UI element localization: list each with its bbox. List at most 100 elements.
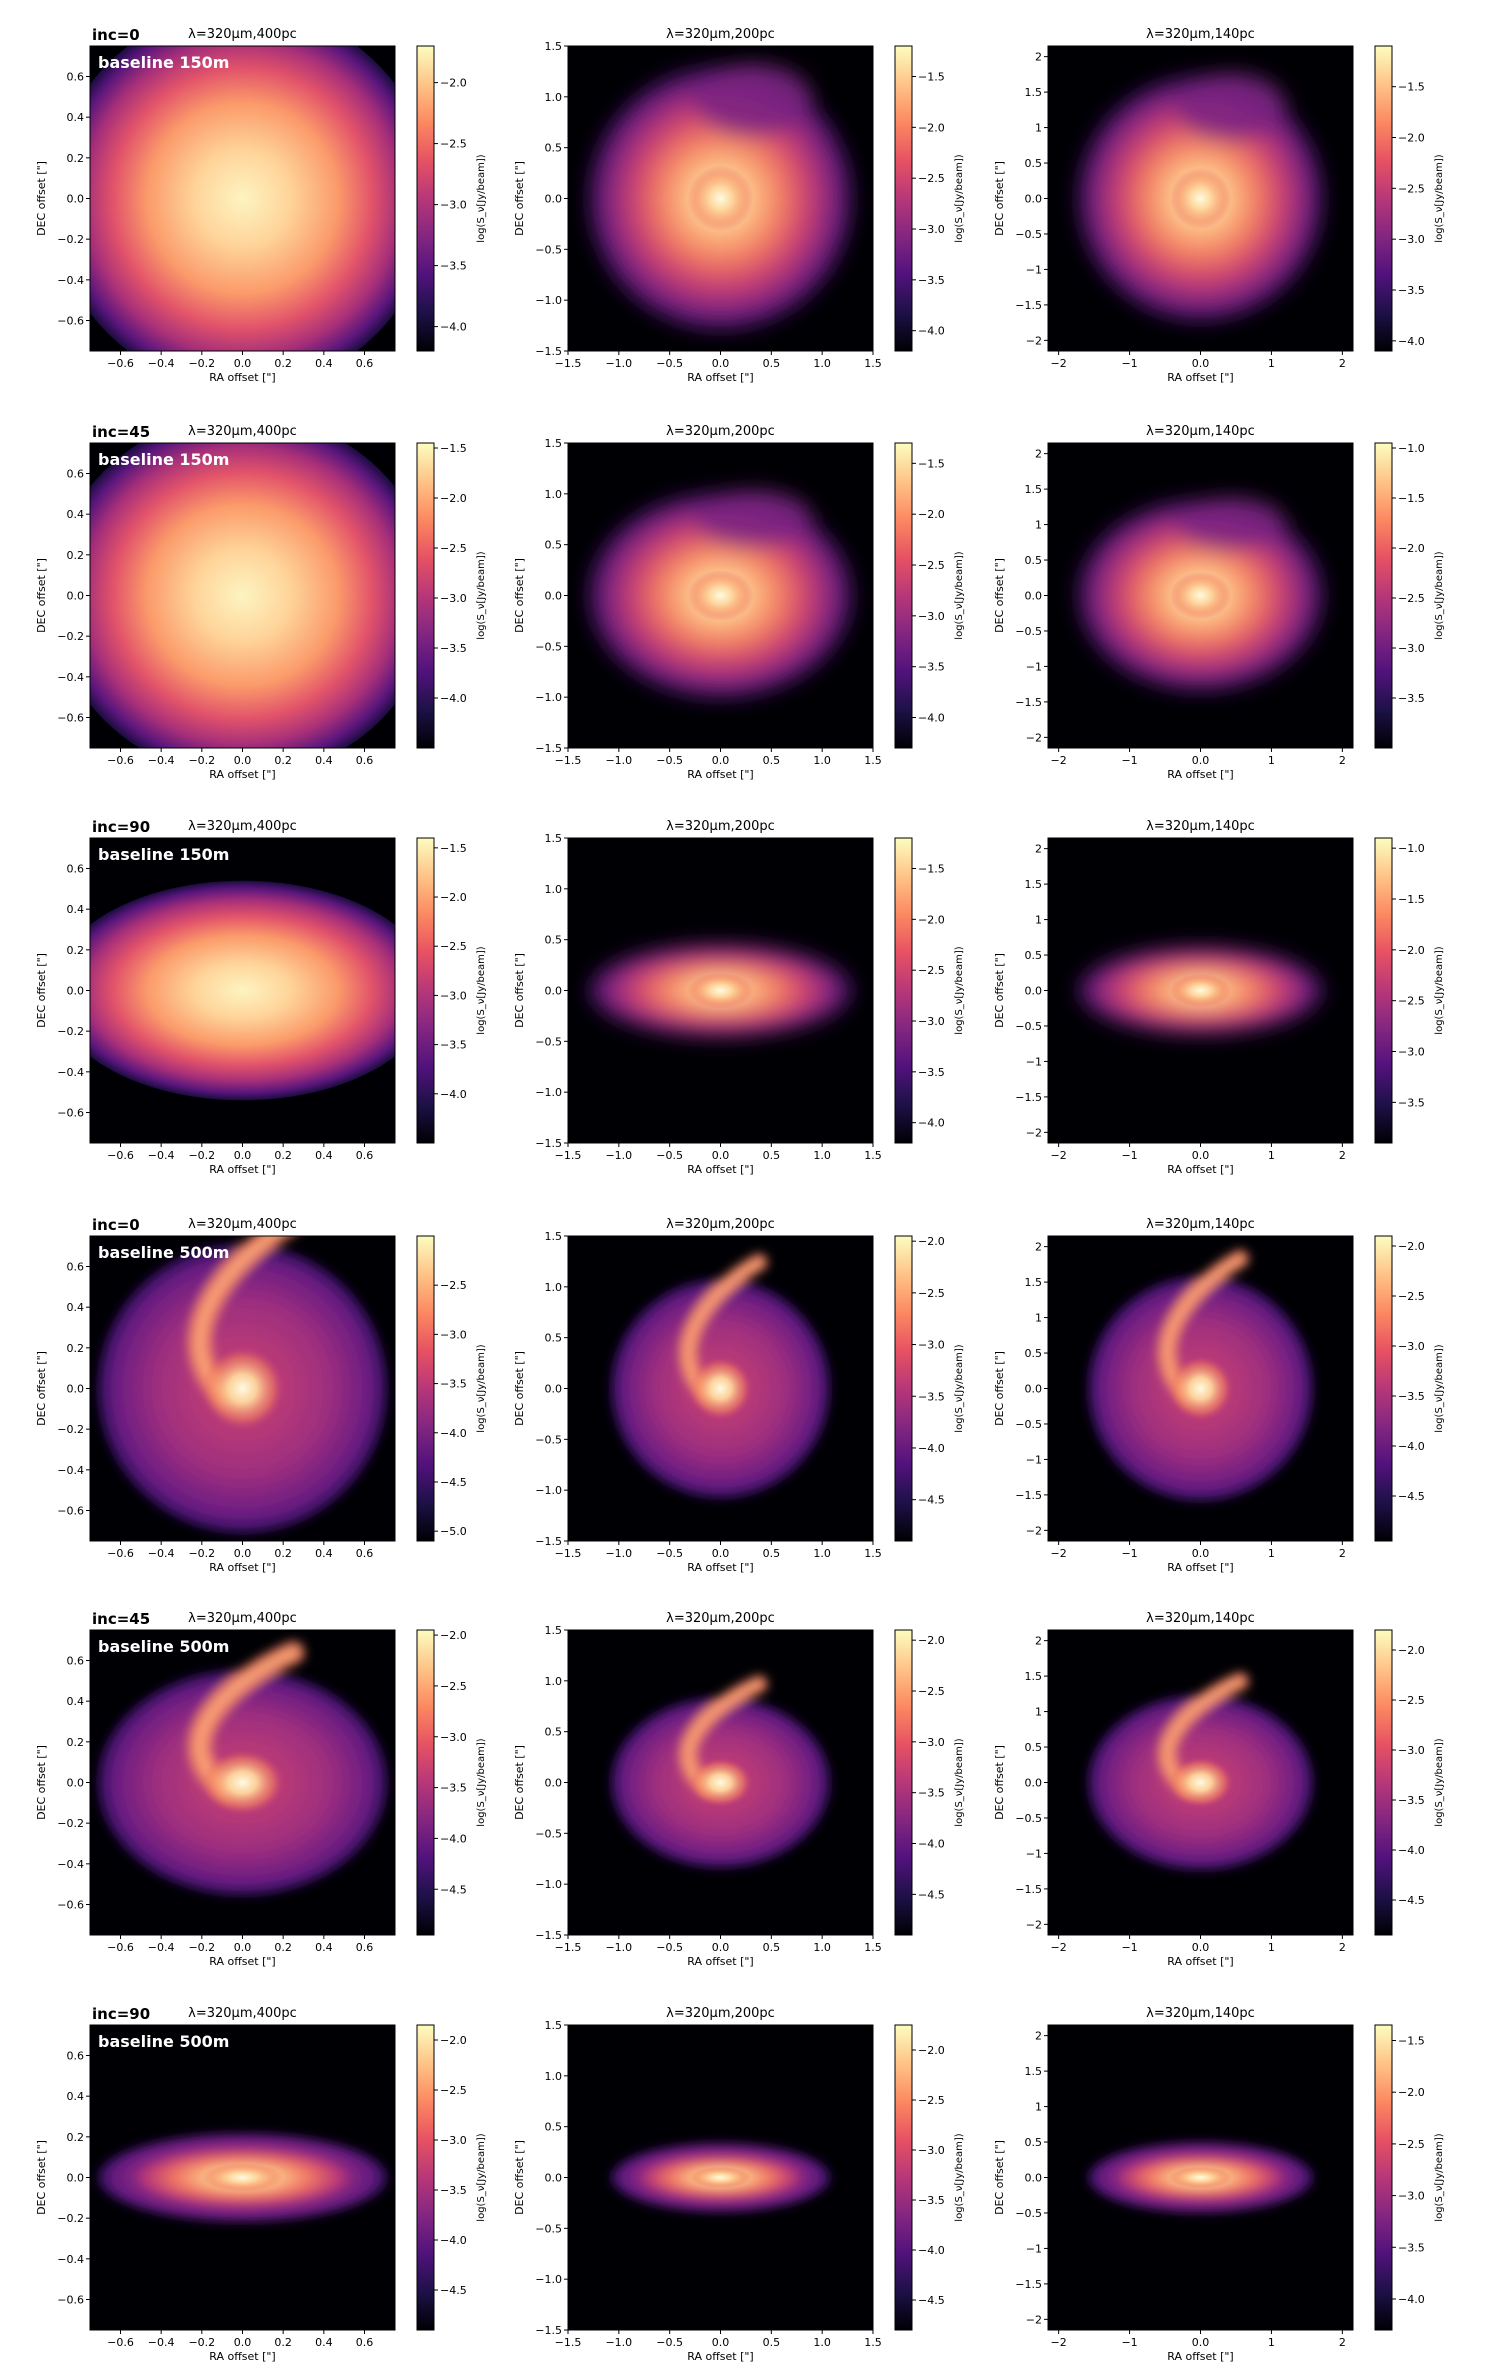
x-tick-label: 2 [1339, 1941, 1346, 1954]
y-tick-label: −1.0 [535, 1484, 562, 1497]
x-tick-label: 0.5 [763, 357, 781, 370]
colorbar [894, 1629, 913, 1936]
colorbar-tick-label: −3.5 [1398, 1794, 1425, 1807]
baseline-label: baseline 500m [98, 1637, 229, 1656]
colorbar-tick-label: −4.0 [1398, 1440, 1425, 1453]
y-tick-label: 1.5 [1025, 878, 1043, 891]
x-tick-label: −0.5 [656, 1941, 683, 1954]
inclination-label: inc=45 [92, 423, 150, 441]
x-axis-label: RA offset ["] [209, 1163, 275, 1176]
colorbar-tick-label: −3.0 [440, 989, 467, 1002]
x-tick-label: 1.0 [813, 754, 831, 767]
colorbar [416, 442, 435, 749]
x-tick-label: 0.6 [356, 1941, 374, 1954]
y-tick-label: 0.4 [67, 1301, 85, 1314]
heatmap-image [1048, 443, 1353, 748]
y-tick-label: −2 [1026, 1918, 1042, 1931]
x-tick-label: 1.5 [864, 754, 882, 767]
colorbar-tick-label: −4.5 [440, 2284, 467, 2297]
y-tick-label: 0.0 [67, 2172, 85, 2185]
panel-title: λ=320μm,200pc [666, 27, 775, 42]
colorbar-tick-label: −2.0 [918, 913, 945, 926]
inclination-label: inc=0 [92, 26, 140, 44]
panel-r5-c0: −0.6 −0.4 −0.2 0.0 0.2 0.4 0.6 −0.6 −0.4 −0.2 0.0 0… [35, 2005, 487, 2363]
baseline-label: baseline 150m [98, 450, 229, 469]
y-tick-label: −1.0 [535, 2273, 562, 2286]
colorbar-tick-label: −3.5 [918, 1066, 945, 1079]
y-tick-label: −1 [1026, 1847, 1042, 1860]
colorbar-tick-label: −3.0 [918, 223, 945, 236]
colorbar-tick-label: −2.5 [440, 1680, 467, 1693]
x-tick-label: 2 [1339, 1547, 1346, 1560]
y-tick-label: 0.5 [1025, 157, 1043, 170]
colorbar-tick-label: −2.5 [440, 940, 467, 953]
panel-r1-c0: −0.6 −0.4 −0.2 0.0 0.2 0.4 0.6 −0.6 −0.4 −0.2 0.0 0… [35, 423, 487, 781]
y-tick-label: −1.5 [535, 1929, 562, 1942]
colorbar-tick-label: −1.5 [918, 863, 945, 876]
colorbar-tick-label: −3.5 [918, 274, 945, 287]
y-axis-label: DEC offset ["] [35, 1745, 48, 1820]
panel-r4-c2: −2 −1 0.0 1 2 −2 −1.5 −1 −0.5 0.0 0.5 1 1.5 2 RA offse… [993, 1611, 1445, 1968]
y-tick-label: 0.0 [67, 590, 85, 603]
panel-r2-c0: −0.6 −0.4 −0.2 0.0 0.2 0.4 0.6 −0.6 −0.4 −0.2 0.0 0… [35, 818, 487, 1176]
y-tick-label: 1.5 [1025, 86, 1043, 99]
x-tick-label: −0.6 [107, 357, 134, 370]
x-tick-label: 2 [1339, 357, 1346, 370]
y-tick-label: −1.5 [1015, 696, 1042, 709]
colorbar-label: log(S_ν[Jy/beam]) [954, 154, 965, 242]
x-tick-label: −2 [1051, 1547, 1067, 1560]
y-tick-label: 0.0 [1025, 1383, 1043, 1396]
x-tick-label: 1.0 [813, 1149, 831, 1162]
colorbar-tick-label: −2.0 [1398, 542, 1425, 555]
y-tick-label: 0.5 [545, 934, 563, 947]
x-tick-label: 1 [1268, 754, 1275, 767]
y-tick-label: −1 [1026, 2242, 1042, 2255]
inclination-label: inc=45 [92, 1610, 150, 1628]
colorbar-tick-label: −2.0 [1398, 2086, 1425, 2099]
y-axis-label: DEC offset ["] [993, 161, 1006, 236]
panel-r3-c1: −1.5 −1.0 −0.5 0.0 0.5 1.0 1.5 −1.5 −1.0 −0.5 0.0 0… [513, 1217, 965, 1574]
x-tick-label: −1.5 [555, 2336, 582, 2349]
y-tick-label: −0.5 [535, 243, 562, 256]
x-tick-label: −2 [1051, 357, 1067, 370]
y-tick-label: −0.4 [57, 1066, 84, 1079]
colorbar-tick-label: −1.5 [918, 71, 945, 84]
x-tick-label: −2 [1051, 1149, 1067, 1162]
colorbar-label: log(S_ν[Jy/beam]) [1434, 1738, 1445, 1826]
x-tick-label: −1.5 [555, 357, 582, 370]
y-tick-label: 0.5 [1025, 949, 1043, 962]
colorbar-label: log(S_ν[Jy/beam]) [954, 2133, 965, 2221]
panel-r4-c1: −1.5 −1.0 −0.5 0.0 0.5 1.0 1.5 −1.5 −1.0 −0.5 0.0 0… [513, 1611, 965, 1968]
emission-core [201, 2163, 284, 2192]
y-tick-label: 0.5 [1025, 1347, 1043, 1360]
y-tick-label: −0.2 [57, 233, 84, 246]
emission-blob [90, 443, 395, 748]
x-tick-label: −0.6 [107, 754, 134, 767]
colorbar-tick-label: −4.0 [440, 2234, 467, 2247]
x-tick-label: 1.0 [813, 2336, 831, 2349]
panel-title: λ=320μm,400pc [188, 1611, 297, 1626]
y-tick-label: 0.2 [67, 1736, 85, 1749]
y-tick-label: 0.0 [67, 1383, 85, 1396]
panel-title: λ=320μm,140pc [1146, 27, 1255, 42]
y-tick-label: 0.2 [67, 1342, 85, 1355]
colorbar-tick-label: −4.0 [918, 712, 945, 725]
y-tick-label: −2 [1026, 1524, 1042, 1537]
y-tick-label: 0.0 [1025, 985, 1043, 998]
x-tick-label: 0.2 [274, 1941, 292, 1954]
x-tick-label: −0.5 [656, 1547, 683, 1560]
colorbar-tick-label: −1.5 [918, 457, 945, 470]
colorbar [1374, 2024, 1393, 2331]
panel-r2-c1: −1.5 −1.0 −0.5 0.0 0.5 1.0 1.5 −1.5 −1.0 −0.5 0.0 0… [513, 819, 965, 1176]
colorbar-tick-label: −1.5 [440, 842, 467, 855]
y-tick-label: −1.5 [1015, 1883, 1042, 1896]
y-tick-label: 1 [1035, 519, 1042, 532]
panel-r0-c1: −1.5 −1.0 −0.5 0.0 0.5 1.0 1.5 −1.5 −1.0 −0.5 0.0 0… [513, 27, 965, 384]
x-tick-label: −2 [1051, 1941, 1067, 1954]
y-axis-label: DEC offset ["] [513, 2140, 526, 2215]
x-tick-label: −1 [1121, 1547, 1137, 1560]
y-tick-label: 1 [1035, 914, 1042, 927]
x-axis-label: RA offset ["] [687, 1955, 753, 1968]
x-tick-label: 1.5 [864, 1149, 882, 1162]
